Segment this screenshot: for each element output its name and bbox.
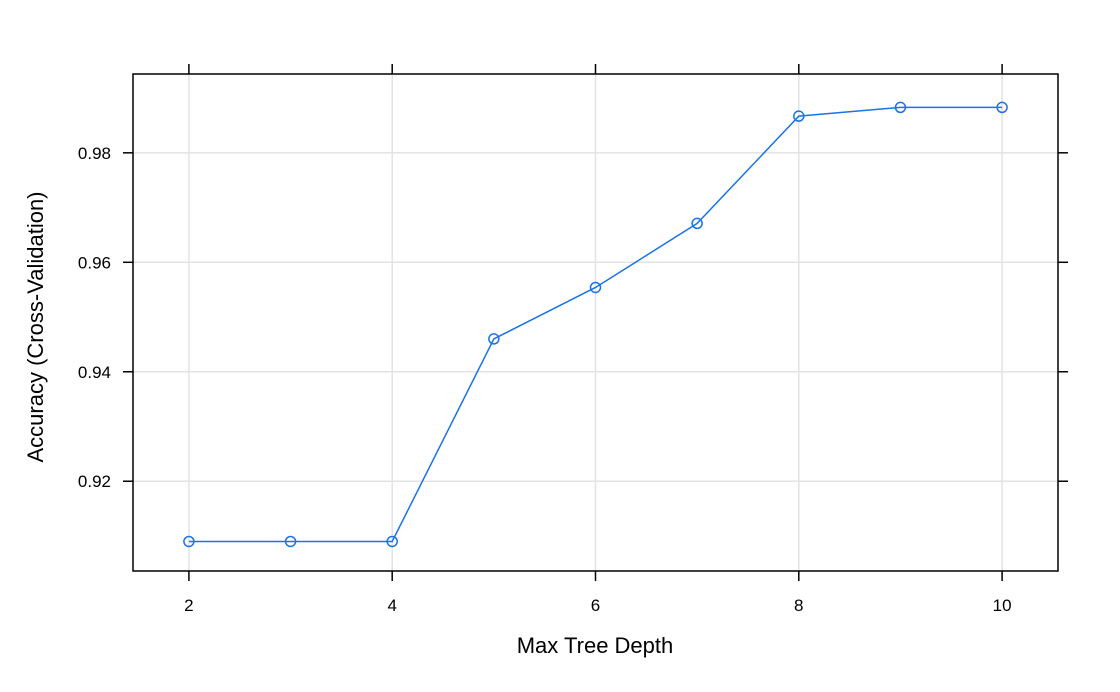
y-tick-label: 0.98 [78, 144, 111, 163]
data-point [488, 333, 500, 345]
series-layer [183, 101, 1008, 548]
data-point [793, 110, 805, 122]
data-point [284, 535, 297, 548]
axis-ticks [123, 64, 1068, 581]
data-point [996, 101, 1008, 114]
x-tick-label: 2 [184, 596, 193, 615]
y-axis-label: Accuracy (Cross-Validation) [23, 191, 48, 462]
data-point [589, 281, 602, 294]
y-tick-label: 0.92 [78, 472, 111, 491]
data-point [691, 217, 703, 230]
grid-lines [133, 74, 1058, 571]
x-tick-label: 10 [993, 596, 1012, 615]
x-tick-label: 8 [794, 596, 803, 615]
y-tick-label: 0.96 [78, 253, 111, 272]
x-tick-label: 6 [591, 596, 600, 615]
tick-labels: 2 4 6 8 10 0.92 0.94 0.96 0.98 [78, 144, 1012, 615]
y-tick-label: 0.94 [78, 363, 111, 382]
series-line [188, 106, 1003, 543]
data-point [386, 535, 398, 548]
x-tick-label: 4 [387, 596, 396, 615]
x-axis-label: Max Tree Depth [517, 633, 674, 658]
data-point [183, 535, 195, 548]
data-point [894, 101, 907, 114]
